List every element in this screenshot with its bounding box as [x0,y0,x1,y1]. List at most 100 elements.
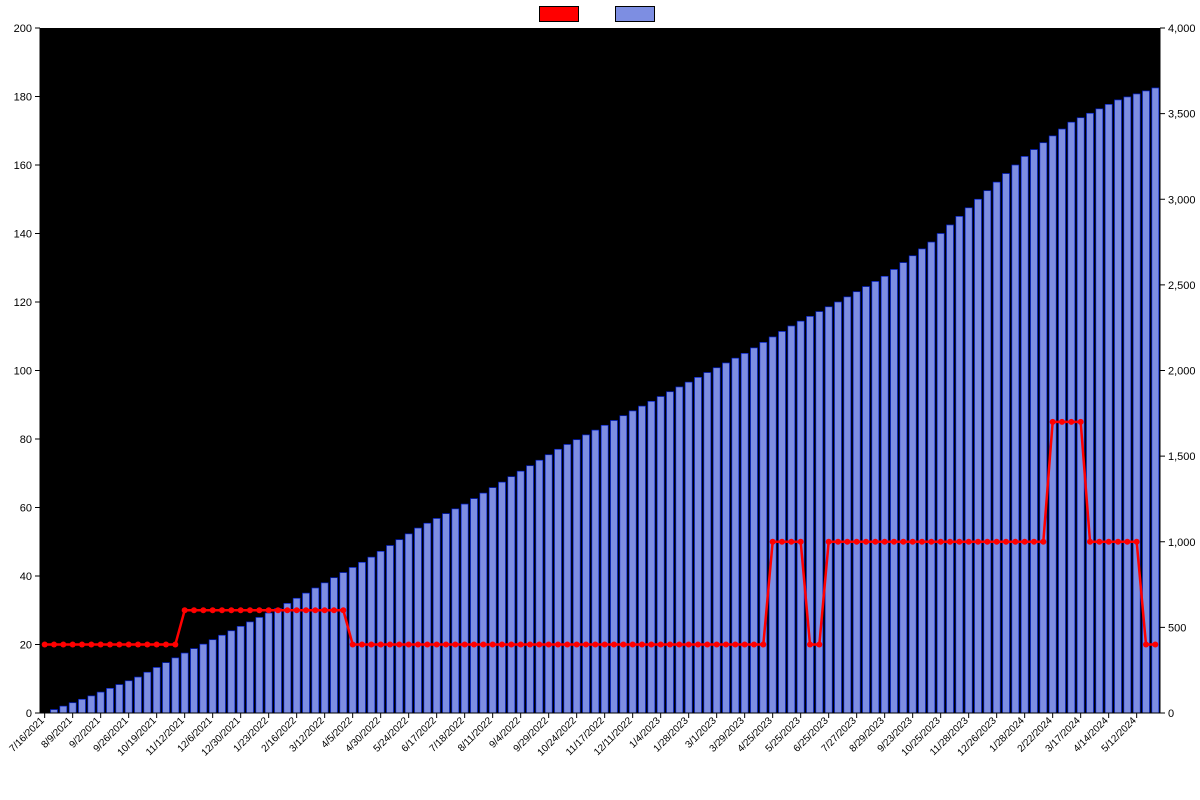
bar [461,504,468,713]
line-marker [900,539,906,545]
line-marker [928,539,934,545]
line-marker [228,607,234,613]
line-marker [51,642,57,648]
bar [928,242,935,713]
line-marker [284,607,290,613]
line-marker [938,539,944,545]
bar [69,703,76,713]
line-marker [620,642,626,648]
legend-swatch-red [539,6,579,22]
line-marker [340,607,346,613]
ylabel-right: 1,500 [1168,451,1196,463]
bar [881,276,888,713]
bar [807,316,814,713]
bar [452,509,459,713]
line-marker [975,539,981,545]
line-marker [592,642,598,648]
line-marker [667,642,673,648]
bar [545,455,552,713]
bar [359,562,366,713]
line-marker [266,607,272,613]
line-marker [723,642,729,648]
line-marker [1059,419,1065,425]
line-marker [648,642,654,648]
bar [424,523,431,713]
line-marker [527,642,533,648]
line-marker [182,607,188,613]
ylabel-left: 200 [14,23,32,35]
bar [293,598,300,713]
ylabel-right: 4,000 [1168,23,1196,35]
bar [340,573,347,713]
ylabel-left: 40 [20,571,32,583]
bar [135,677,142,713]
bar [256,617,263,713]
line-marker [919,539,925,545]
bar [377,551,384,713]
bar [107,688,114,713]
line-marker [508,642,514,648]
bar [331,578,338,713]
ylabel-right: 0 [1168,708,1174,720]
ylabel-right: 3,500 [1168,109,1196,121]
line-marker [1031,539,1037,545]
ylabel-right: 2,500 [1168,280,1196,292]
bar [387,546,394,713]
bar [275,609,282,713]
bar [769,337,776,713]
line-marker [247,607,253,613]
line-marker [163,642,169,648]
line-marker [1143,642,1149,648]
line-marker [126,642,132,648]
ylabel-left: 20 [20,640,32,652]
line-marker [387,642,393,648]
bar [573,440,580,713]
bar [676,387,683,713]
bar [191,649,198,713]
bar [368,557,375,713]
bar [79,699,86,713]
line-marker [686,642,692,648]
bar [433,518,440,713]
bar [713,368,720,713]
line-marker [107,642,113,648]
line-marker [1003,539,1009,545]
line-marker [751,642,757,648]
line-marker [891,539,897,545]
bar [1115,100,1122,713]
line-marker [471,642,477,648]
bar [312,588,319,713]
line-marker [639,642,645,648]
chart-stage: { "chart": { "type": "bar+line-dual-axis… [0,0,1200,800]
bar [237,626,244,713]
line-marker [1022,539,1028,545]
ylabel-left: 180 [14,92,32,104]
bar [751,348,758,713]
line-marker [714,642,720,648]
bar [172,658,179,713]
bar [835,302,842,713]
line-marker [350,642,356,648]
line-marker [546,642,552,648]
ylabel-left: 60 [20,503,32,515]
bar [247,622,254,713]
bar [1021,156,1028,713]
line-marker [742,642,748,648]
bar [471,499,478,713]
line-marker [200,607,206,613]
bar [825,307,832,713]
line-marker [1124,539,1130,545]
bar [536,460,543,713]
bar [489,488,496,713]
line-marker [798,539,804,545]
line-marker [303,607,309,613]
bar [657,397,664,713]
bar [601,425,608,713]
line-marker [396,642,402,648]
line-marker [256,607,262,613]
line-marker [275,607,281,613]
ylabel-right: 1,000 [1168,537,1196,549]
line-marker [116,642,122,648]
bar [956,216,963,713]
legend-item-series-1 [539,6,585,22]
